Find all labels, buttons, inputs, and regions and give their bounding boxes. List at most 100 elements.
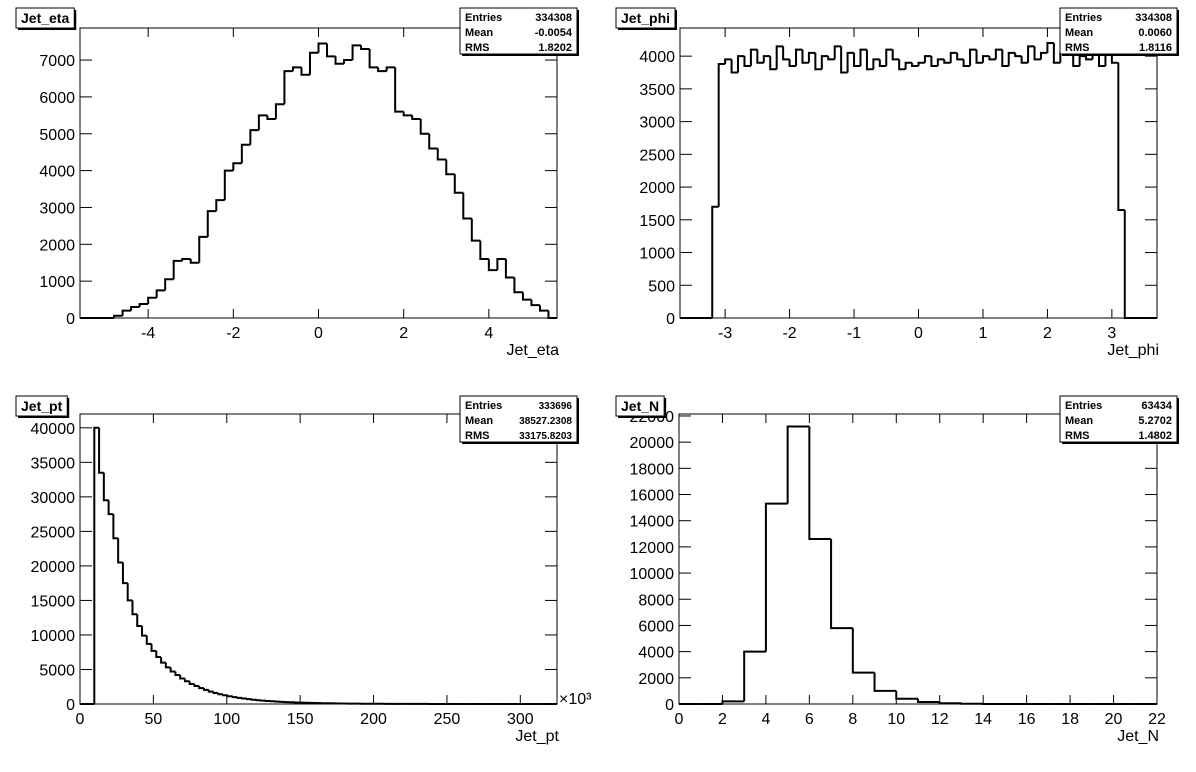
- histogram-bin: [174, 671, 181, 676]
- x-tick-label: 10: [887, 711, 905, 728]
- y-tick-label: 6000: [638, 618, 674, 635]
- histogram-pad: 0200040006000800010000120001400016000180…: [615, 395, 1179, 745]
- histogram-bin: [164, 278, 174, 291]
- histogram-bin: [126, 583, 133, 602]
- x-tick-label: -4: [141, 325, 155, 342]
- histogram-bin: [462, 192, 472, 220]
- histogram-bin: [807, 51, 816, 63]
- y-tick-label: 10000: [630, 566, 675, 583]
- x-tick-label: 250: [434, 711, 461, 728]
- histogram-bin: [215, 199, 225, 212]
- stats-value: 33175.8203: [519, 431, 572, 442]
- y-tick-label: 14000: [630, 514, 675, 531]
- stats-box: [459, 395, 578, 443]
- histogram-bin: [1001, 49, 1009, 67]
- histogram-pad: 0 1000 2000 3000 4000 5000 6000 7000 -4 -2 0 2 4 Jet_…: [15, 7, 579, 359]
- histogram-bin: [1046, 42, 1054, 53]
- x-tick-label: 0: [675, 711, 684, 728]
- histogram-bin: [300, 67, 310, 76]
- histogram-bin: [130, 305, 140, 311]
- histogram-bin: [206, 210, 217, 237]
- histogram-bin: [994, 48, 1003, 60]
- histogram-bin: [988, 56, 996, 61]
- histogram-bin: [547, 310, 557, 319]
- histogram-bin: [131, 600, 138, 616]
- x-tick-label: 0: [314, 325, 323, 342]
- stats-label: RMS: [465, 42, 489, 54]
- histogram-bin: [1007, 51, 1016, 66]
- histogram-title: Jet_eta: [21, 10, 69, 26]
- y-tick-label: 8000: [638, 592, 674, 609]
- histogram-bin: [266, 115, 276, 121]
- histogram-bin: [943, 59, 951, 64]
- stats-value: 1.4802: [1138, 430, 1172, 442]
- histogram-bin: [496, 258, 506, 271]
- histogram-bin: [245, 698, 252, 701]
- x-tick-label: 150: [287, 711, 314, 728]
- x-tick-label: 4: [761, 711, 770, 728]
- x-tick-label: 100: [213, 711, 240, 728]
- histogram-bin: [936, 58, 945, 66]
- histogram-bin: [411, 115, 421, 121]
- histogram-bin: [853, 52, 861, 67]
- histogram-bin: [827, 56, 835, 61]
- histogram-bin: [895, 690, 918, 700]
- histogram-bin: [470, 218, 481, 242]
- x-axis-title: Jet_phi: [1107, 342, 1159, 359]
- histogram-bin: [795, 48, 803, 66]
- y-tick-label: 2000: [638, 671, 674, 688]
- title-box: [15, 395, 68, 417]
- histogram-bin: [317, 42, 328, 53]
- histogram-bin: [956, 52, 964, 61]
- histogram-bin: [737, 55, 745, 73]
- histogram-bin: [250, 698, 257, 701]
- x-tick-label: 22: [1148, 711, 1166, 728]
- x-axis-exponent: ×10³: [559, 691, 592, 708]
- title-box: [615, 395, 665, 417]
- histogram-bin: [730, 59, 739, 74]
- y-tick-label: 7000: [39, 53, 75, 70]
- histogram-title: Jet_phi: [621, 10, 670, 26]
- histogram-bin: [917, 698, 940, 704]
- histogram-bin: [962, 59, 971, 67]
- histogram-bin: [840, 46, 848, 74]
- histogram-bin: [351, 44, 362, 61]
- histogram-bin: [179, 675, 185, 680]
- histogram-bin: [160, 657, 166, 664]
- plot-frame: [79, 413, 558, 705]
- histogram-bin: [717, 63, 726, 207]
- stats-label: RMS: [465, 430, 489, 442]
- x-tick-label: 0: [76, 711, 85, 728]
- histogram-bin: [479, 240, 489, 261]
- y-tick-label: 4000: [638, 645, 674, 662]
- histogram-bin: [833, 45, 842, 60]
- histogram-bin: [873, 672, 897, 692]
- y-tick-label: 20000: [31, 559, 76, 576]
- y-tick-label: 15000: [31, 593, 76, 610]
- y-tick-label: 5000: [39, 662, 75, 679]
- histogram-bin: [885, 48, 893, 66]
- stats-label: Mean: [1065, 415, 1093, 427]
- histogram-bin: [147, 296, 157, 304]
- plot-frame: [679, 27, 1158, 319]
- histogram-bin: [198, 686, 205, 690]
- x-axis-title: Jet_eta: [507, 342, 560, 359]
- histogram-bin: [231, 696, 238, 699]
- histogram-bin: [786, 425, 810, 504]
- x-axis-title: Jet_pt: [515, 728, 559, 745]
- histogram-bin: [846, 51, 855, 73]
- histogram-bin: [138, 302, 149, 307]
- y-tick-label: 3000: [39, 200, 75, 217]
- stats-box: [1059, 395, 1178, 443]
- histogram-bin: [743, 650, 766, 702]
- histogram-bin: [938, 702, 962, 705]
- x-tick-label: 20: [1105, 711, 1123, 728]
- y-tick-label: 4000: [639, 49, 675, 66]
- histogram-bin: [1027, 45, 1035, 63]
- histogram-bin: [121, 309, 132, 316]
- histogram-bin: [820, 55, 829, 70]
- histogram-bin: [453, 174, 464, 194]
- histogram-bin: [360, 45, 370, 51]
- stats-value: 1.8116: [1139, 42, 1172, 54]
